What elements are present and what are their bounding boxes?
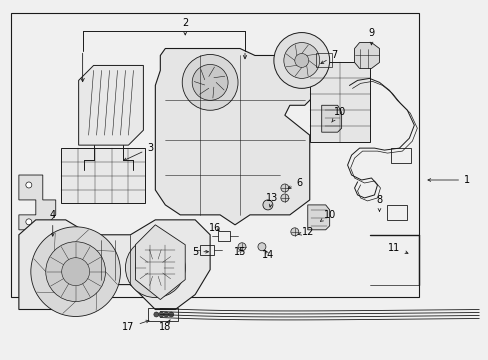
Circle shape [283, 42, 319, 78]
Text: 4: 4 [50, 210, 56, 236]
Bar [390, 148, 410, 163]
Text: 15: 15 [233, 247, 245, 257]
Polygon shape [19, 175, 56, 230]
Polygon shape [135, 225, 185, 300]
Circle shape [125, 238, 185, 298]
Text: 16: 16 [208, 223, 221, 233]
Circle shape [182, 54, 238, 110]
Circle shape [135, 248, 175, 288]
Text: 11: 11 [387, 243, 407, 253]
Bar [11, 13, 419, 297]
Text: 10: 10 [331, 107, 345, 122]
Circle shape [26, 219, 32, 225]
Text: 7: 7 [320, 50, 337, 64]
Circle shape [31, 227, 120, 316]
Circle shape [263, 200, 272, 210]
Circle shape [192, 64, 227, 100]
Circle shape [26, 182, 32, 188]
Text: 3: 3 [123, 143, 153, 161]
Circle shape [61, 258, 89, 285]
Text: 5: 5 [192, 247, 208, 257]
Circle shape [154, 312, 159, 317]
Polygon shape [354, 42, 379, 68]
Text: 9: 9 [367, 28, 374, 45]
Text: 17: 17 [122, 320, 149, 332]
Circle shape [168, 312, 173, 317]
Bar [309, 62, 369, 142]
Polygon shape [19, 220, 210, 310]
Circle shape [46, 242, 105, 302]
Bar [61, 148, 145, 203]
Text: 6: 6 [287, 178, 302, 189]
Polygon shape [79, 66, 143, 145]
Circle shape [280, 184, 288, 192]
Bar [218, 231, 229, 241]
Bar [315, 54, 331, 67]
Text: 18: 18 [159, 320, 171, 332]
Text: 12: 12 [298, 227, 313, 237]
Circle shape [258, 243, 265, 251]
Text: 1: 1 [427, 175, 469, 185]
Text: 2: 2 [182, 18, 188, 35]
Text: 8: 8 [376, 195, 382, 211]
Polygon shape [321, 105, 341, 132]
Circle shape [294, 54, 308, 67]
Text: 13: 13 [265, 193, 278, 207]
Circle shape [159, 312, 163, 317]
Bar [386, 205, 407, 220]
Polygon shape [155, 49, 319, 225]
Circle shape [163, 312, 168, 317]
Circle shape [290, 228, 298, 236]
Bar [148, 307, 178, 321]
Circle shape [273, 32, 329, 88]
Text: 14: 14 [261, 250, 273, 260]
Circle shape [280, 194, 288, 202]
Bar [200, 245, 214, 255]
Circle shape [238, 243, 245, 251]
Circle shape [146, 259, 164, 276]
Text: 10: 10 [320, 210, 335, 221]
Polygon shape [307, 205, 329, 230]
